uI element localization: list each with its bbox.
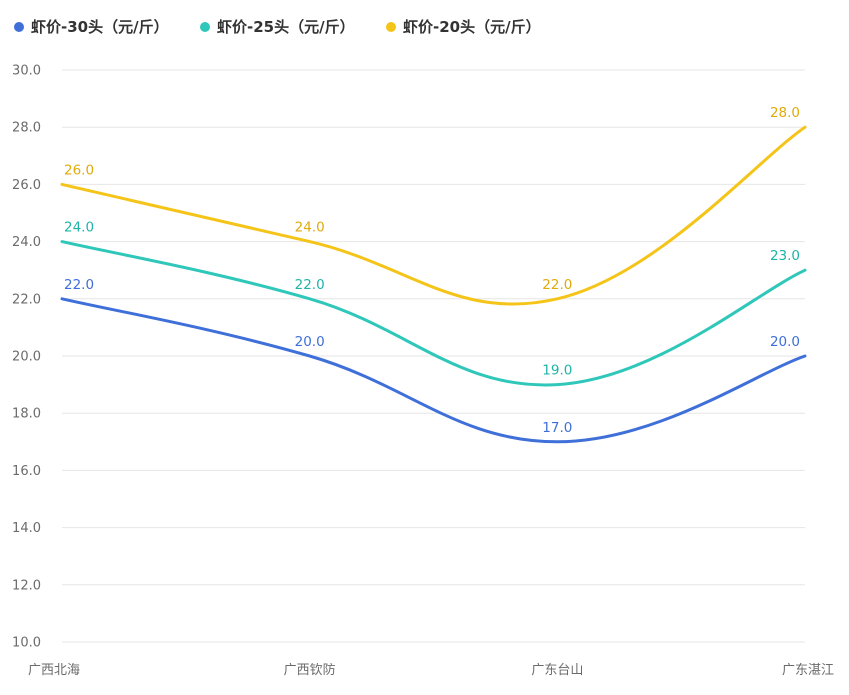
y-tick-label: 10.0 [12,636,41,651]
y-tick-label: 28.0 [12,121,41,136]
data-label: 26.0 [64,162,94,178]
y-axis: 10.0 12.0 14.0 16.0 18.0 20.0 22.0 24.0 26.0 28.0… [12,64,41,651]
legend-item-1[interactable]: 虾价-25头（元/斤） [200,18,355,36]
y-tick-label: 14.0 [12,521,41,536]
legend-label: 虾价-30头（元/斤） [31,18,169,36]
data-labels: 22.0 20.0 17.0 20.0 24.0 22.0 19.0 23.0 26.0 24.0… [64,105,800,436]
legend-marker [386,22,396,32]
series-line-0 [60,297,807,444]
legend-marker [200,22,210,32]
y-tick-label: 18.0 [12,407,41,422]
y-tick-label: 16.0 [12,464,41,479]
data-label: 24.0 [295,220,325,236]
data-label: 22.0 [64,277,94,293]
x-tick-label: 广东台山 [531,663,583,678]
data-label: 24.0 [64,220,94,236]
data-label: 23.0 [770,248,800,264]
y-tick-label: 24.0 [12,235,41,250]
y-tick-label: 12.0 [12,578,41,593]
data-label: 17.0 [542,420,572,436]
series-line-2 [60,125,807,306]
x-tick-label: 广东湛江 [782,663,834,678]
legend-item-0[interactable]: 虾价-30头（元/斤） [14,18,169,36]
legend-item-2[interactable]: 虾价-20头（元/斤） [386,18,541,36]
series-line-1 [60,240,807,387]
legend-label: 虾价-20头（元/斤） [403,18,541,36]
data-label: 22.0 [295,277,325,293]
y-tick-label: 26.0 [12,178,41,193]
data-label: 28.0 [770,105,800,121]
legend-label: 虾价-25头（元/斤） [217,18,355,36]
series-layer [60,125,807,444]
data-label: 19.0 [542,363,572,379]
data-label: 20.0 [770,334,800,350]
y-tick-label: 20.0 [12,350,41,365]
data-label: 22.0 [542,277,572,293]
x-axis: 广西北海 广西钦防 广东台山 广东湛江 [28,662,834,678]
legend-marker [14,22,24,32]
y-tick-label: 30.0 [12,64,41,79]
x-tick-label: 广西钦防 [284,662,336,678]
data-label: 20.0 [295,334,325,350]
y-tick-label: 22.0 [12,292,41,307]
legend[interactable]: 虾价-30头（元/斤） 虾价-25头（元/斤） 虾价-20头（元/斤） [14,18,541,36]
x-tick-label: 广西北海 [28,663,80,678]
